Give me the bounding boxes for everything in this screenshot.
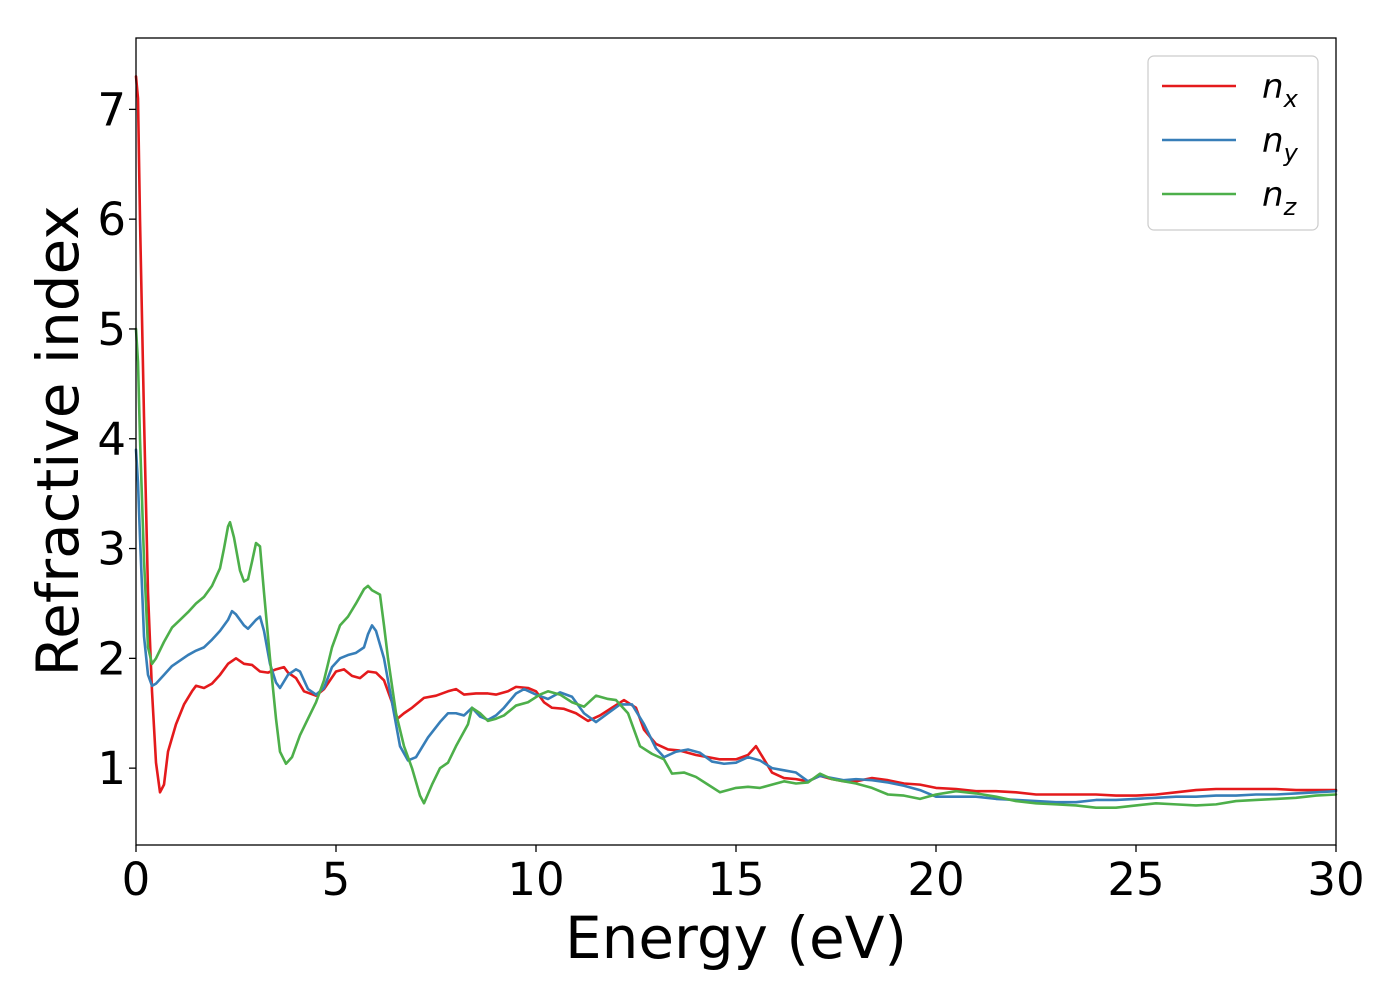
legend-label-nz: nz	[1262, 175, 1298, 221]
legend: nx ny nz	[1147, 55, 1319, 231]
series-line-nz	[134, 327, 1338, 809]
axis-ticks: 0 5 10 15 20 25 30 1 2 3 4 5 6 7	[97, 83, 1364, 906]
y-tick-label: 2	[97, 632, 126, 685]
x-axis-label: Energy (eV)	[565, 904, 907, 972]
legend-label-nx: nx	[1262, 67, 1299, 113]
x-tick-label: 0	[122, 853, 151, 906]
y-tick-label: 1	[97, 742, 126, 795]
x-tick-label: 20	[907, 853, 964, 906]
y-tick-label: 6	[97, 193, 126, 246]
x-tick-label: 30	[1307, 853, 1364, 906]
y-tick-label: 4	[97, 413, 126, 466]
y-tick-label: 3	[97, 523, 126, 576]
legend-box	[1147, 55, 1319, 231]
x-tick-label: 10	[507, 853, 564, 906]
x-tick-label: 25	[1107, 853, 1164, 906]
y-tick-label: 7	[97, 83, 126, 136]
x-tick-label: 5	[322, 853, 351, 906]
series-line-ny	[134, 448, 1338, 804]
series-lines	[134, 75, 1338, 809]
legend-label-ny: ny	[1262, 121, 1299, 167]
x-tick-label: 15	[707, 853, 764, 906]
y-axis-label: Refractive index	[24, 205, 92, 676]
y-tick-label: 5	[97, 303, 126, 356]
